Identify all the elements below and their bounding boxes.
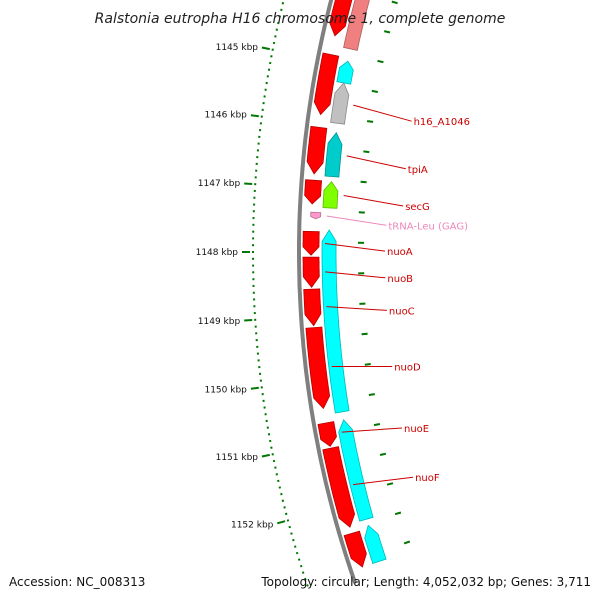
gene-nuod[interactable]	[305, 326, 331, 410]
scale-minor-tick	[288, 525, 291, 529]
gene-arrow[interactable]	[313, 52, 340, 116]
gene-label[interactable]: h16_A1046	[414, 117, 470, 128]
label-leader-line	[326, 306, 387, 311]
label-leader-line	[346, 155, 406, 170]
scale-minor-tick	[299, 564, 303, 568]
scale-major-tick	[261, 453, 270, 458]
gene-arrow[interactable]	[306, 125, 328, 175]
inner-tick	[366, 120, 374, 123]
scale-major-tick	[261, 46, 270, 51]
gene-nuoe[interactable]	[317, 421, 337, 447]
gene-label[interactable]: nuoD	[394, 363, 421, 374]
label-leader-line	[343, 195, 404, 207]
scale-minor-tick	[290, 532, 293, 535]
scale-minor-tick	[280, 8, 283, 12]
gene-h16-a1046[interactable]	[330, 82, 350, 125]
feature-layer	[302, 0, 387, 568]
scale-label: 1146 kbp	[204, 111, 247, 121]
inner-tick	[394, 511, 402, 516]
scale-major-tick	[244, 182, 253, 185]
gene-arrow[interactable]	[343, 530, 367, 568]
inner-tick	[368, 393, 375, 396]
backbone-layer	[297, 0, 358, 584]
gene-label[interactable]: tRNA-Leu (GAG)	[388, 221, 468, 232]
inner-tick	[377, 59, 384, 64]
gene-secg[interactable]	[322, 180, 339, 209]
inner-tick	[391, 0, 398, 5]
scale-major-tick	[244, 319, 253, 322]
scale-minor-tick	[293, 545, 297, 548]
scale-major-tick	[250, 386, 259, 390]
gene-label[interactable]: nuoE	[404, 424, 429, 435]
inner-tick	[364, 363, 371, 366]
scale-label: 1148 kbp	[196, 248, 239, 258]
gene-nuoa[interactable]	[302, 230, 320, 256]
gene-nuof[interactable]	[322, 446, 356, 528]
gene-tpia[interactable]	[324, 131, 343, 178]
scale-minor-tick	[297, 558, 301, 561]
inner-tick	[371, 89, 378, 93]
genome-summary-text: Topology: circular; Length: 4,052,032 bp…	[260, 575, 591, 589]
inner-tick	[361, 332, 368, 336]
gene-trna-leu-gag[interactable]	[310, 211, 322, 220]
gene-arrow[interactable]	[329, 0, 356, 37]
scale-label: 1147 kbp	[198, 179, 241, 189]
scale-minor-tick	[283, 506, 286, 509]
inner-tick	[360, 180, 367, 184]
gene-label[interactable]: nuoA	[387, 247, 413, 258]
gene-arrow[interactable]	[343, 0, 370, 51]
gene-label[interactable]: secG	[405, 202, 430, 213]
genome-backbone	[297, 0, 358, 584]
scale-major-tick	[250, 114, 259, 118]
gene-label[interactable]: tpiA	[408, 165, 428, 176]
scale-minor-tick	[306, 584, 309, 587]
scale-minor-tick	[281, 499, 285, 502]
inner-tick	[363, 150, 370, 154]
scale-label: 1149 kbp	[198, 317, 241, 327]
label-leader-line	[341, 427, 403, 433]
gene-arrow[interactable]	[338, 419, 374, 522]
scale-minor-tick	[281, 2, 285, 5]
scale-minor-tick	[284, 512, 288, 516]
gene-label[interactable]: nuoB	[387, 274, 413, 285]
map-title: Ralstonia eutropha H16 chromosome 1, com…	[95, 11, 506, 27]
label-leader-line	[324, 243, 386, 252]
scale-minor-tick	[292, 538, 295, 542]
label-leader-line	[326, 215, 387, 226]
gene-nuob[interactable]	[302, 256, 320, 288]
label-leader-line	[353, 476, 414, 486]
gene-label[interactable]: nuoC	[389, 306, 415, 317]
inner-tick	[373, 423, 381, 427]
label-leader-line	[325, 271, 386, 279]
scale-minor-tick	[303, 577, 307, 581]
scale-minor-tick	[280, 492, 283, 496]
accession-text: Accession: NC_008313	[9, 575, 145, 589]
gene-arrow[interactable]	[364, 524, 387, 565]
scale-label: 1152 kbp	[231, 520, 274, 530]
gene-arrow[interactable]	[336, 60, 354, 85]
inner-tick	[379, 452, 387, 456]
inner-tick	[403, 540, 411, 545]
inner-tick	[383, 30, 391, 34]
label-layer: h16_A1046 tpiA secG tRNA-Leu (GAG) nuoA nuoB n…	[324, 104, 470, 486]
gene-arrow[interactable]	[304, 179, 323, 205]
scale-label: 1151 kbp	[216, 453, 259, 463]
scale-minor-tick	[295, 551, 299, 555]
gene-label[interactable]: nuoF	[415, 473, 440, 484]
gene-nuoc[interactable]	[303, 288, 322, 327]
scale-minor-tick	[286, 519, 290, 522]
inner-tick	[386, 482, 394, 486]
scale-label: 1145 kbp	[216, 43, 259, 53]
scale-label: 1150 kbp	[204, 385, 247, 395]
scale-minor-tick	[301, 571, 305, 574]
gene-arrow[interactable]	[321, 229, 350, 414]
scale-major-tick	[277, 520, 286, 525]
label-leader-line	[353, 104, 412, 122]
